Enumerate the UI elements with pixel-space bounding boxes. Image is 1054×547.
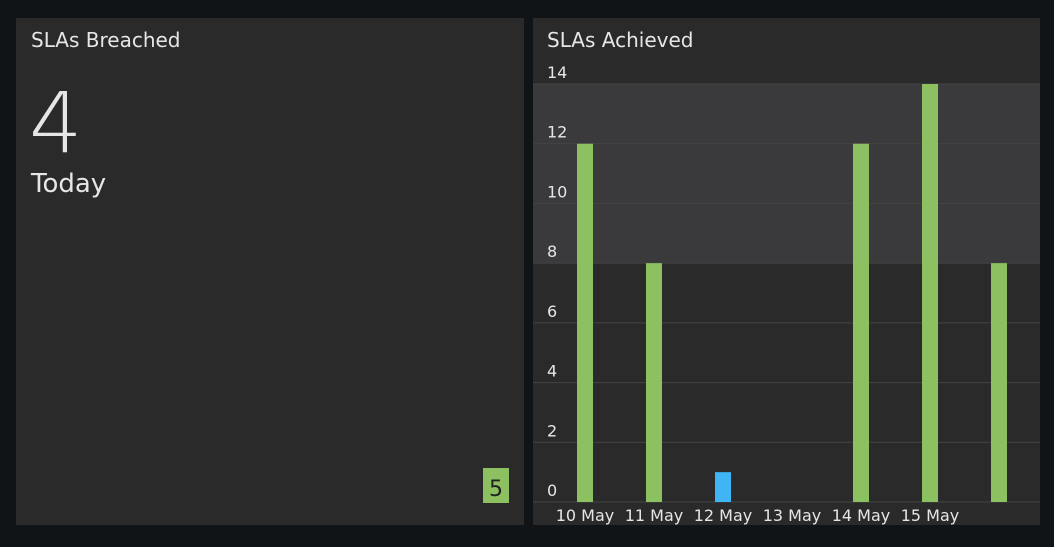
period-label: Today (30, 169, 106, 199)
bar (991, 263, 1007, 502)
y-tick-label: 0 (547, 481, 557, 500)
bar (853, 143, 869, 502)
x-tick-label: 10 May (556, 506, 615, 525)
bar (922, 84, 938, 502)
y-tick-label: 14 (547, 63, 567, 82)
x-tick-label: 15 May (901, 506, 960, 525)
y-tick-label: 10 (547, 182, 567, 201)
x-tick-label: 14 May (832, 506, 891, 525)
y-tick-label: 4 (547, 362, 557, 381)
x-tick-label: 11 May (625, 506, 684, 525)
chart-title: SLAs Achieved (547, 28, 693, 52)
x-tick-label: 12 May (694, 506, 753, 525)
badge (483, 468, 509, 503)
y-tick-label: 8 (547, 242, 557, 261)
y-tick-label: 2 (547, 421, 557, 440)
bar (577, 143, 593, 502)
badge-value: 5 (489, 477, 503, 502)
y-tick-label: 12 (547, 123, 567, 142)
breached-panel (16, 18, 524, 525)
bar (715, 472, 731, 502)
bar (646, 263, 662, 502)
big-value: 4 (29, 74, 82, 172)
y-tick-label: 6 (547, 302, 557, 321)
threshold-band (533, 84, 1040, 264)
panel-title: SLAs Breached (31, 28, 181, 52)
x-tick-label: 13 May (763, 506, 822, 525)
